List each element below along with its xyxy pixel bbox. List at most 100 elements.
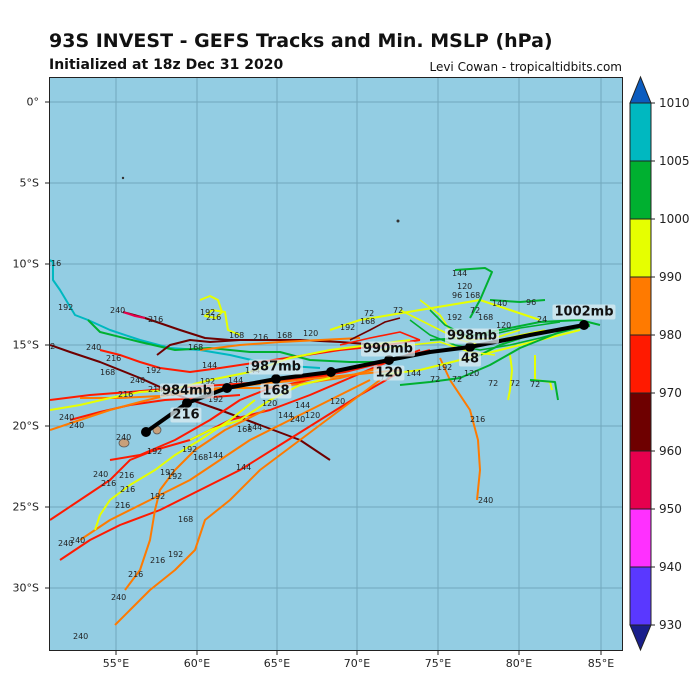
svg-text:192: 192 (200, 377, 215, 386)
chart-title: 93S INVEST - GEFS Tracks and Min. MSLP (… (49, 30, 553, 52)
chart-subtitle: Initialized at 18z Dec 31 2020 (49, 57, 284, 73)
svg-text:120: 120 (303, 329, 318, 338)
credit-text: Levi Cowan - tropicaltidbits.com (429, 60, 622, 74)
svg-text:96: 96 (452, 291, 462, 300)
svg-text:192: 192 (437, 363, 452, 372)
svg-text:216: 216 (150, 556, 165, 565)
svg-text:144: 144 (278, 411, 293, 420)
svg-text:240: 240 (290, 415, 305, 424)
svg-text:216: 216 (46, 259, 61, 268)
lat-label-15s: 15°S (12, 338, 39, 352)
svg-text:216: 216 (148, 315, 163, 324)
svg-text:240: 240 (116, 433, 131, 442)
svg-text:144: 144 (236, 463, 251, 472)
svg-text:72: 72 (530, 380, 540, 389)
svg-text:144: 144 (406, 369, 421, 378)
colorbar-label-980: 980 (659, 328, 682, 342)
colorbar-label-940: 940 (659, 560, 682, 574)
svg-text:120: 120 (496, 321, 511, 330)
svg-text:144: 144 (247, 423, 262, 432)
lat-label-20s: 20°S (12, 419, 39, 433)
svg-text:240: 240 (110, 306, 125, 315)
lat-label-5s: 5°S (19, 176, 39, 190)
svg-text:96: 96 (526, 298, 536, 307)
lon-label-70e: 70°E (343, 657, 371, 670)
svg-text:216: 216 (119, 471, 134, 480)
colorbar-label-970: 970 (659, 386, 682, 400)
colorbar-label-950: 950 (659, 502, 682, 516)
svg-text:192: 192 (147, 447, 162, 456)
svg-text:216: 216 (106, 354, 121, 363)
lon-label-65e: 65°E (263, 657, 291, 670)
svg-text:240: 240 (130, 376, 145, 385)
lon-label-60e: 60°E (183, 657, 211, 670)
svg-text:216: 216 (115, 501, 130, 510)
svg-text:144: 144 (452, 269, 467, 278)
svg-text:240: 240 (111, 593, 126, 602)
lat-label-0: 0° (26, 95, 40, 109)
svg-text:240: 240 (73, 632, 88, 641)
mean-track-label-216h: 216 (170, 407, 202, 423)
lat-label-10s: 10°S (12, 257, 39, 271)
svg-text:216: 216 (120, 485, 135, 494)
svg-text:168: 168 (478, 313, 493, 322)
svg-text:120: 120 (464, 369, 479, 378)
mean-track-label-984mb: 984mb (160, 383, 214, 399)
svg-text:240: 240 (478, 496, 493, 505)
mean-track-label-998mb: 998mb (445, 328, 499, 344)
svg-text:240: 240 (69, 421, 84, 430)
colorbar-label-990: 990 (659, 270, 682, 284)
svg-text:192: 192 (200, 308, 215, 317)
svg-text:214: 214 (148, 385, 163, 394)
lon-label-85e: 85°E (587, 657, 615, 670)
svg-text:168: 168 (277, 331, 292, 340)
mean-track-label-990mb: 990mb (361, 341, 415, 357)
svg-text:72: 72 (510, 379, 520, 388)
svg-text:144: 144 (202, 361, 217, 370)
mean-track-label-120h: 120 (373, 365, 405, 381)
svg-text:168: 168 (100, 368, 115, 377)
svg-text:216: 216 (206, 313, 221, 322)
svg-text:216: 216 (128, 570, 143, 579)
svg-text:168: 168 (188, 343, 203, 352)
colorbar-label-930: 930 (659, 618, 682, 632)
svg-text:192: 192 (167, 472, 182, 481)
svg-text:144: 144 (228, 376, 243, 385)
svg-text:144: 144 (295, 401, 310, 410)
colorbar-label-1010: 1010 (659, 96, 690, 110)
lat-label-25s: 25°S (12, 500, 39, 514)
svg-text:120: 120 (305, 411, 320, 420)
colorbar (629, 75, 655, 652)
svg-text:168: 168 (360, 317, 375, 326)
svg-text:240: 240 (70, 536, 85, 545)
svg-text:192: 192 (168, 550, 183, 559)
svg-text:168: 168 (465, 291, 480, 300)
island-reunion (118, 438, 130, 448)
svg-text:192: 192 (182, 445, 197, 454)
svg-text:72: 72 (488, 379, 498, 388)
svg-text:144: 144 (208, 451, 223, 460)
svg-text:168: 168 (229, 331, 244, 340)
svg-text:72: 72 (452, 375, 462, 384)
lon-label-75e: 75°E (424, 657, 452, 670)
svg-text:168: 168 (237, 425, 252, 434)
colorbar-label-1005: 1005 (659, 154, 690, 168)
svg-text:120: 120 (330, 397, 345, 406)
svg-text:168: 168 (193, 453, 208, 462)
colorbar-label-1000: 1000 (659, 212, 690, 226)
mean-track-label-168h: 168 (260, 383, 292, 399)
svg-text:72: 72 (430, 375, 440, 384)
svg-text:24: 24 (537, 315, 547, 324)
mean-track-label-48h: 48 (458, 351, 482, 367)
svg-text:140: 140 (492, 299, 507, 308)
svg-text:168: 168 (178, 515, 193, 524)
gridlines (50, 78, 622, 650)
svg-text:216: 216 (101, 479, 116, 488)
colorbar-label-960: 960 (659, 444, 682, 458)
svg-text:192: 192 (150, 492, 165, 501)
svg-text:72: 72 (470, 306, 480, 315)
svg-text:240: 240 (93, 470, 108, 479)
svg-text:120: 120 (457, 282, 472, 291)
svg-text:216: 216 (118, 390, 133, 399)
